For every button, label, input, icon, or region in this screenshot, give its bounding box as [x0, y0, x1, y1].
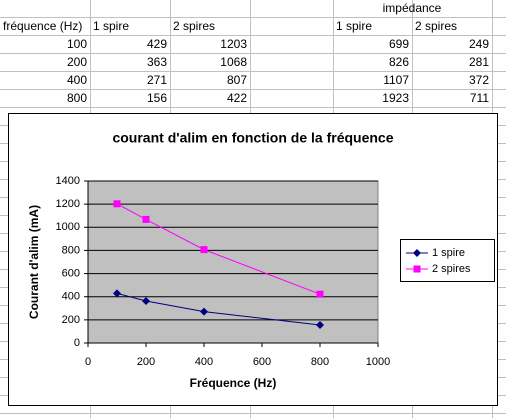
y-tick-label: 0	[74, 337, 80, 349]
number-cell: 372	[469, 73, 489, 87]
legend-marker	[413, 265, 421, 273]
number-cell: 100	[67, 37, 87, 51]
legend	[400, 239, 495, 282]
data-point	[113, 289, 121, 298]
number-cell: 1068	[220, 55, 247, 69]
number-cell: 363	[147, 55, 167, 69]
y-tick-label: 400	[62, 291, 80, 303]
data-point	[142, 215, 150, 223]
number-cell: 281	[469, 55, 489, 69]
cells: impédance fréquence (Hz) 1 spire 2 spires 1 …	[3, 1, 489, 105]
x-tick-label: 0	[85, 356, 91, 368]
number-cell: 400	[67, 73, 87, 87]
legend-label: 2 spires	[432, 263, 471, 275]
x-tick-label: 400	[195, 356, 213, 368]
plot-area	[87, 180, 379, 344]
number-cell: 200	[67, 55, 87, 69]
y-tick-label: 1400	[56, 175, 80, 187]
y-tick-label: 600	[62, 267, 80, 279]
y-tick-label: 1000	[56, 221, 80, 233]
text-cell: 1 spire	[336, 19, 372, 33]
number-cell: 156	[147, 91, 167, 105]
chart: courant d'alim en fonction de la fréquen…	[8, 113, 498, 406]
text-cell: fréquence (Hz)	[3, 19, 82, 33]
number-cell: 1923	[382, 91, 409, 105]
text-cell: 2 spires	[173, 19, 215, 33]
data-point	[113, 200, 121, 208]
number-cell: 1107	[383, 73, 409, 87]
legend-marker	[413, 249, 421, 257]
x-tick-label: 200	[137, 356, 155, 368]
x-tick-label: 600	[253, 356, 271, 368]
number-cell: 800	[67, 91, 87, 105]
number-cell: 699	[389, 37, 409, 51]
number-cell: 429	[147, 37, 167, 51]
number-cell: 807	[227, 73, 247, 87]
number-cell: 1203	[220, 37, 247, 51]
number-cell: 711	[470, 91, 489, 105]
number-cell: 422	[227, 91, 247, 105]
series-line	[116, 203, 321, 295]
x-tick-label: 1000	[366, 356, 390, 368]
y-tick-label: 1200	[56, 198, 80, 210]
data-point	[142, 296, 150, 305]
header-cell: impédance	[383, 1, 442, 15]
chart-title: courant d'alim en fonction de la fréquen…	[112, 130, 393, 146]
y-axis-title: Courant d'alim (mA)	[27, 205, 41, 319]
y-tick-label: 800	[62, 244, 80, 256]
data-point	[316, 290, 324, 298]
legend-label: 1 spire	[432, 247, 465, 259]
data-point	[316, 320, 324, 329]
series-line	[116, 292, 321, 326]
data-point	[200, 307, 208, 316]
number-cell: 826	[389, 55, 409, 69]
number-cell: 271	[147, 73, 167, 87]
x-tick-label: 800	[311, 356, 329, 368]
number-cell: 249	[469, 37, 489, 51]
data-point	[200, 246, 208, 254]
text-cell: 1 spire	[93, 19, 129, 33]
x-axis-title: Fréquence (Hz)	[190, 376, 277, 390]
y-tick-label: 200	[62, 314, 80, 326]
text-cell: 2 spires	[415, 19, 457, 33]
